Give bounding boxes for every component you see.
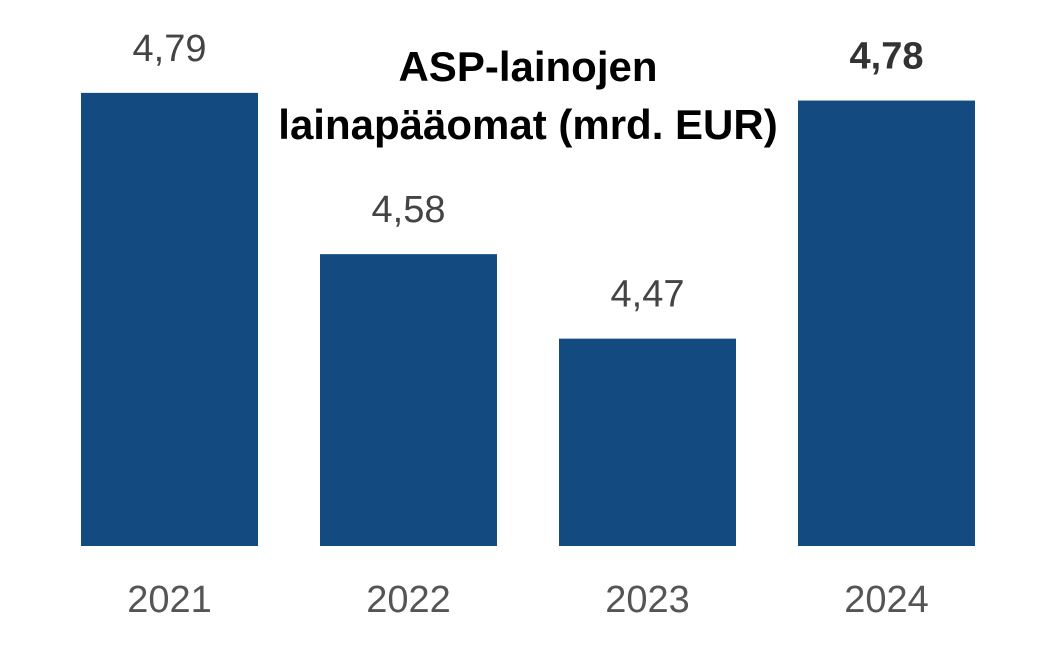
chart-title-line-2: lainapääomat (mrd. EUR) (278, 101, 778, 148)
value-label-2023: 4,47 (611, 274, 685, 316)
bar-2024 (798, 100, 975, 546)
bar-2023 (559, 338, 736, 546)
x-tick-label-2023: 2023 (605, 579, 690, 621)
bar-2021 (81, 92, 258, 546)
value-label-2024: 4,78 (850, 36, 924, 78)
value-label-2022: 4,58 (372, 189, 446, 231)
x-tick-label-2021: 2021 (127, 579, 212, 621)
bar-2022 (320, 254, 497, 546)
chart-title-line-1: ASP-lainojen (398, 43, 658, 90)
x-tick-label-2022: 2022 (366, 579, 451, 621)
chart-title: ASP-lainojen lainapääomat (mrd. EUR) (0, 38, 1056, 154)
x-tick-label-2024: 2024 (844, 579, 929, 621)
value-label-2021: 4,79 (133, 28, 207, 70)
